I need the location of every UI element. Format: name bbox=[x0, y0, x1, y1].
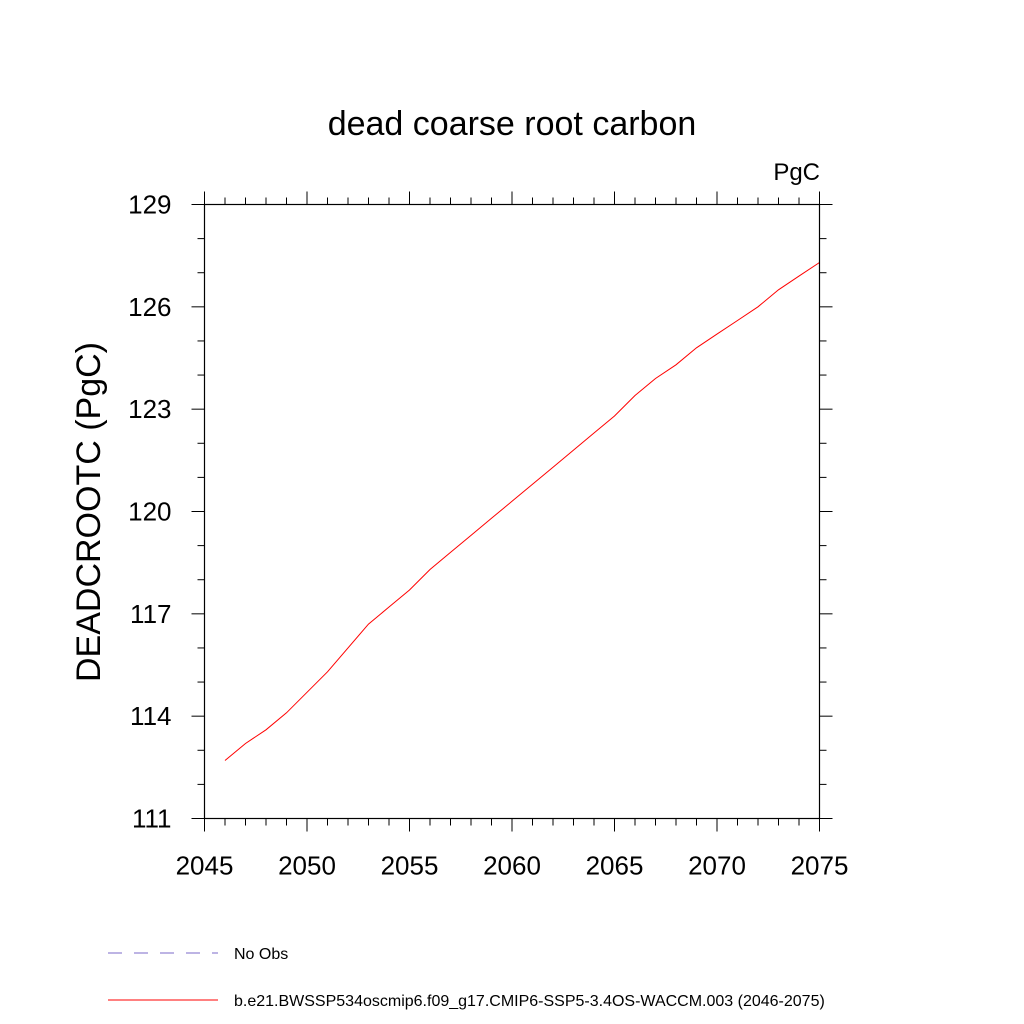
x-tick-label: 2060 bbox=[483, 851, 541, 881]
series-line-0 bbox=[224, 262, 820, 761]
units-label: PgC bbox=[773, 159, 820, 186]
legend-label-no-obs: No Obs bbox=[234, 946, 288, 963]
y-tick-label: 120 bbox=[128, 497, 171, 527]
y-tick-label: 114 bbox=[130, 701, 171, 731]
plot-frame bbox=[203, 203, 821, 820]
x-tick-label: 2045 bbox=[176, 851, 234, 881]
y-tick-label: 117 bbox=[130, 599, 171, 629]
x-tick-label: 2055 bbox=[381, 851, 439, 881]
x-axis: 2045 2050 2055 2060 2065 2070 2075 bbox=[176, 191, 849, 881]
legend-label-model-run: b.e21.BWSSP534oscmip6.f09_g17.CMIP6-SSP5… bbox=[234, 993, 825, 1010]
y-axis: 111 114 117 120 123 126 129 bbox=[128, 190, 833, 834]
x-tick-label: 2070 bbox=[688, 851, 746, 881]
y-tick-label: 123 bbox=[128, 394, 171, 424]
x-tick-label: 2050 bbox=[278, 851, 336, 881]
y-tick-label: 111 bbox=[132, 804, 172, 834]
y-tick-label: 129 bbox=[128, 190, 171, 220]
x-tick-label: 2065 bbox=[586, 851, 644, 881]
chart-title: dead coarse root carbon bbox=[328, 105, 697, 143]
legend: No Obs b.e21.BWSSP534oscmip6.f09_g17.CMI… bbox=[108, 946, 825, 1010]
y-tick-label: 126 bbox=[128, 292, 171, 322]
y-axis-label: DEADCROOTC (PgC) bbox=[70, 342, 108, 682]
series-layer bbox=[224, 262, 820, 761]
x-tick-label: 2075 bbox=[791, 851, 849, 881]
